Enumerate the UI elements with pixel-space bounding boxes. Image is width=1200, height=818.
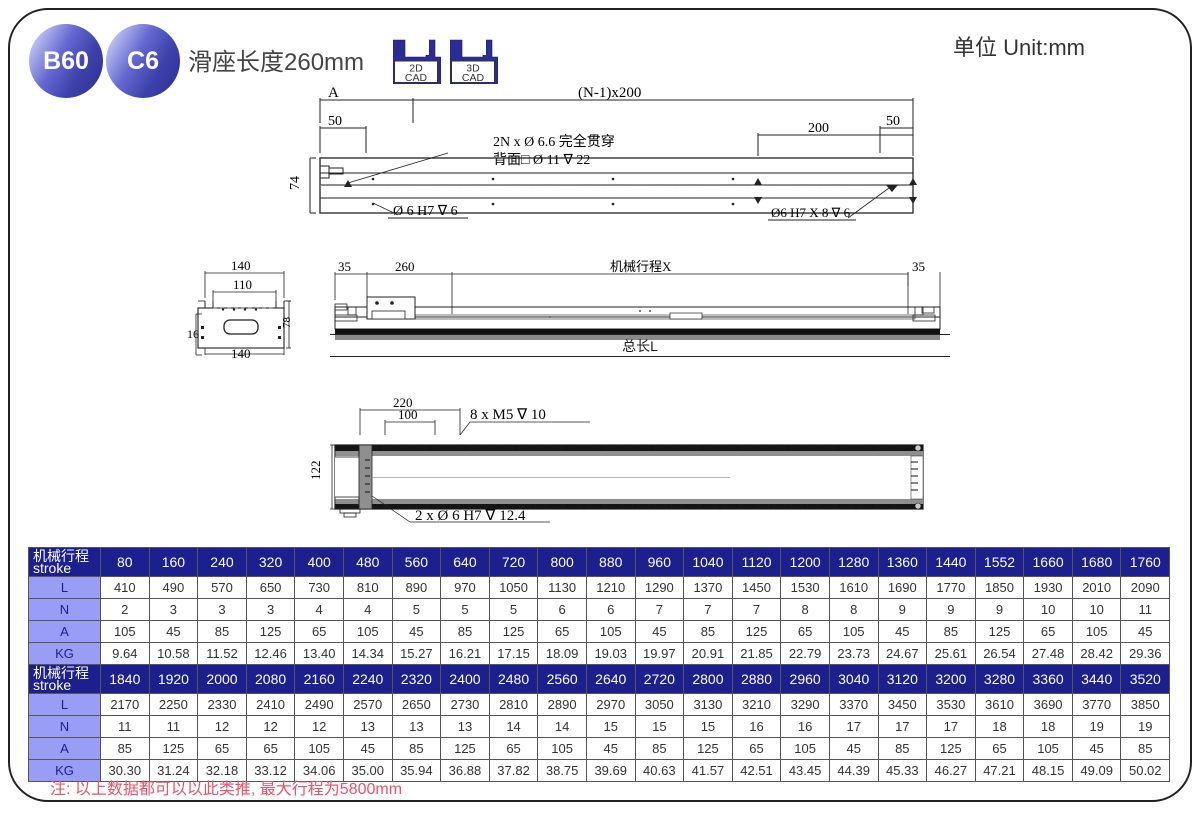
svg-text:50: 50 xyxy=(886,114,900,129)
svg-text:78: 78 xyxy=(281,317,293,329)
svg-text:200: 200 xyxy=(808,121,829,136)
svg-text:CAD: CAD xyxy=(462,72,485,84)
svg-text:100: 100 xyxy=(398,407,418,422)
svg-text:Ø 6 H7 ∇ 6: Ø 6 H7 ∇ 6 xyxy=(393,204,458,219)
svg-text:260: 260 xyxy=(395,259,415,274)
svg-text:122: 122 xyxy=(308,461,323,481)
svg-text:110: 110 xyxy=(233,277,252,292)
svg-text:2N x Ø 6.6 完全贯穿: 2N x Ø 6.6 完全贯穿 xyxy=(493,133,615,150)
svg-text:140: 140 xyxy=(231,346,251,361)
svg-text:16: 16 xyxy=(187,327,199,341)
svg-text:2 x Ø 6 H7 ∇ 12.4: 2 x Ø 6 H7 ∇ 12.4 xyxy=(415,508,526,524)
svg-text:Ø6 H7 X 8 ∇ 6: Ø6 H7 X 8 ∇ 6 xyxy=(771,205,851,220)
svg-text:35: 35 xyxy=(912,259,925,274)
svg-text:背面□ Ø 11 ∇ 22: 背面□ Ø 11 ∇ 22 xyxy=(493,152,590,168)
svg-text:74: 74 xyxy=(288,176,303,190)
svg-text:50: 50 xyxy=(328,114,342,129)
svg-text:(N-1)x200: (N-1)x200 xyxy=(578,85,641,101)
svg-text:8 x M5 ∇ 10: 8 x M5 ∇ 10 xyxy=(470,407,546,423)
svg-text:140: 140 xyxy=(231,258,251,273)
svg-text:A: A xyxy=(328,85,339,101)
svg-text:CAD: CAD xyxy=(405,72,428,84)
svg-text:机械行程X: 机械行程X xyxy=(610,259,672,274)
svg-text:35: 35 xyxy=(338,259,351,274)
